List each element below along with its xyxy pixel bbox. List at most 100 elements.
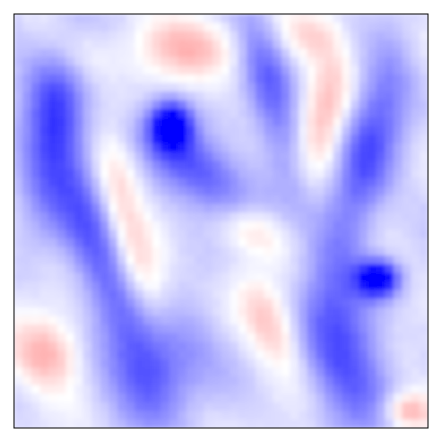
heatmap-cell — [350, 126, 360, 136]
heatmap-cell — [134, 315, 144, 326]
heatmap-cell — [229, 100, 239, 110]
heatmap-cell — [238, 367, 248, 377]
heatmap-cell — [324, 359, 334, 369]
heatmap-cell — [74, 169, 84, 179]
heatmap-cell — [74, 108, 84, 119]
heatmap-cell — [195, 272, 205, 282]
heatmap-cell — [100, 143, 110, 153]
heatmap-cell — [83, 74, 93, 84]
heatmap-cell — [22, 350, 32, 360]
heatmap-cell — [152, 203, 162, 213]
heatmap-cell — [169, 402, 179, 412]
heatmap-cell — [65, 333, 75, 343]
heatmap-cell — [143, 48, 153, 58]
heatmap-cell — [376, 359, 386, 369]
heatmap-cell — [246, 221, 257, 231]
heatmap-cell — [39, 57, 50, 67]
heatmap-cell — [419, 212, 428, 222]
heatmap-cell — [376, 152, 386, 162]
heatmap-cell — [195, 91, 205, 101]
heatmap-cell — [246, 341, 257, 351]
heatmap-cell — [272, 212, 282, 222]
heatmap-cell — [108, 290, 119, 300]
heatmap-cell — [39, 126, 50, 136]
heatmap-cell — [160, 117, 170, 127]
heatmap-cell — [315, 246, 326, 257]
heatmap-cell — [160, 108, 170, 119]
heatmap-cell — [341, 143, 351, 153]
heatmap-cell — [169, 195, 179, 205]
heatmap-cell — [419, 264, 428, 274]
heatmap-cell — [350, 186, 360, 196]
heatmap-cell — [100, 402, 110, 412]
heatmap-cell — [333, 264, 343, 274]
heatmap-cell — [126, 419, 136, 428]
heatmap-cell — [341, 402, 351, 412]
heatmap-cell — [212, 333, 222, 343]
heatmap-cell — [91, 57, 101, 67]
heatmap-cell — [350, 393, 360, 403]
heatmap-cell — [31, 246, 41, 257]
heatmap-cell — [39, 393, 50, 403]
heatmap-cell — [160, 315, 170, 326]
heatmap-cell — [238, 229, 248, 239]
heatmap-cell — [91, 419, 101, 428]
heatmap-cell — [221, 315, 231, 326]
heatmap-cell — [83, 160, 93, 170]
heatmap-cell — [281, 100, 291, 110]
heatmap-cell — [203, 39, 213, 50]
heatmap-cell — [91, 152, 101, 162]
heatmap-cell — [246, 186, 257, 196]
heatmap-cell — [169, 152, 179, 162]
heatmap-cell — [402, 126, 412, 136]
heatmap-cell — [169, 177, 179, 188]
heatmap-cell — [117, 290, 127, 300]
heatmap-cell — [359, 333, 369, 343]
heatmap-cell — [108, 108, 119, 119]
heatmap-cell — [57, 22, 67, 32]
heatmap-cell — [117, 376, 127, 386]
heatmap-cell — [229, 39, 239, 50]
heatmap-cell — [298, 290, 308, 300]
heatmap-cell — [384, 307, 395, 317]
heatmap-cell — [255, 57, 265, 67]
heatmap-cell — [376, 169, 386, 179]
heatmap-cell — [108, 152, 119, 162]
heatmap-cell — [186, 255, 196, 265]
heatmap-cell — [160, 350, 170, 360]
heatmap-cell — [272, 238, 282, 248]
heatmap-cell — [333, 39, 343, 50]
heatmap-cell — [359, 74, 369, 84]
heatmap-cell — [117, 255, 127, 265]
heatmap-cell — [22, 186, 32, 196]
heatmap-cell — [117, 221, 127, 231]
heatmap-cell — [376, 65, 386, 75]
heatmap-cell — [160, 290, 170, 300]
heatmap-cell — [195, 186, 205, 196]
heatmap-cell — [367, 83, 377, 93]
heatmap-cell — [177, 48, 188, 58]
heatmap-cell — [384, 264, 395, 274]
heatmap-cell — [221, 39, 231, 50]
heatmap-cell — [281, 367, 291, 377]
heatmap-cell — [100, 134, 110, 144]
heatmap-cell — [359, 117, 369, 127]
heatmap-cell — [246, 419, 257, 428]
heatmap-cell — [143, 195, 153, 205]
heatmap-cell — [91, 134, 101, 144]
heatmap-cell — [177, 255, 188, 265]
heatmap-cell — [177, 341, 188, 351]
heatmap-cell — [108, 39, 119, 50]
heatmap-cell — [74, 212, 84, 222]
heatmap-cell — [203, 419, 213, 428]
heatmap-cell — [108, 195, 119, 205]
heatmap-cell — [307, 134, 317, 144]
heatmap-cell — [324, 221, 334, 231]
heatmap-cell — [14, 229, 24, 239]
heatmap-cell — [367, 419, 377, 428]
heatmap-cell — [359, 160, 369, 170]
heatmap-cell — [298, 402, 308, 412]
heatmap-cell — [238, 39, 248, 50]
heatmap-cell — [350, 246, 360, 257]
